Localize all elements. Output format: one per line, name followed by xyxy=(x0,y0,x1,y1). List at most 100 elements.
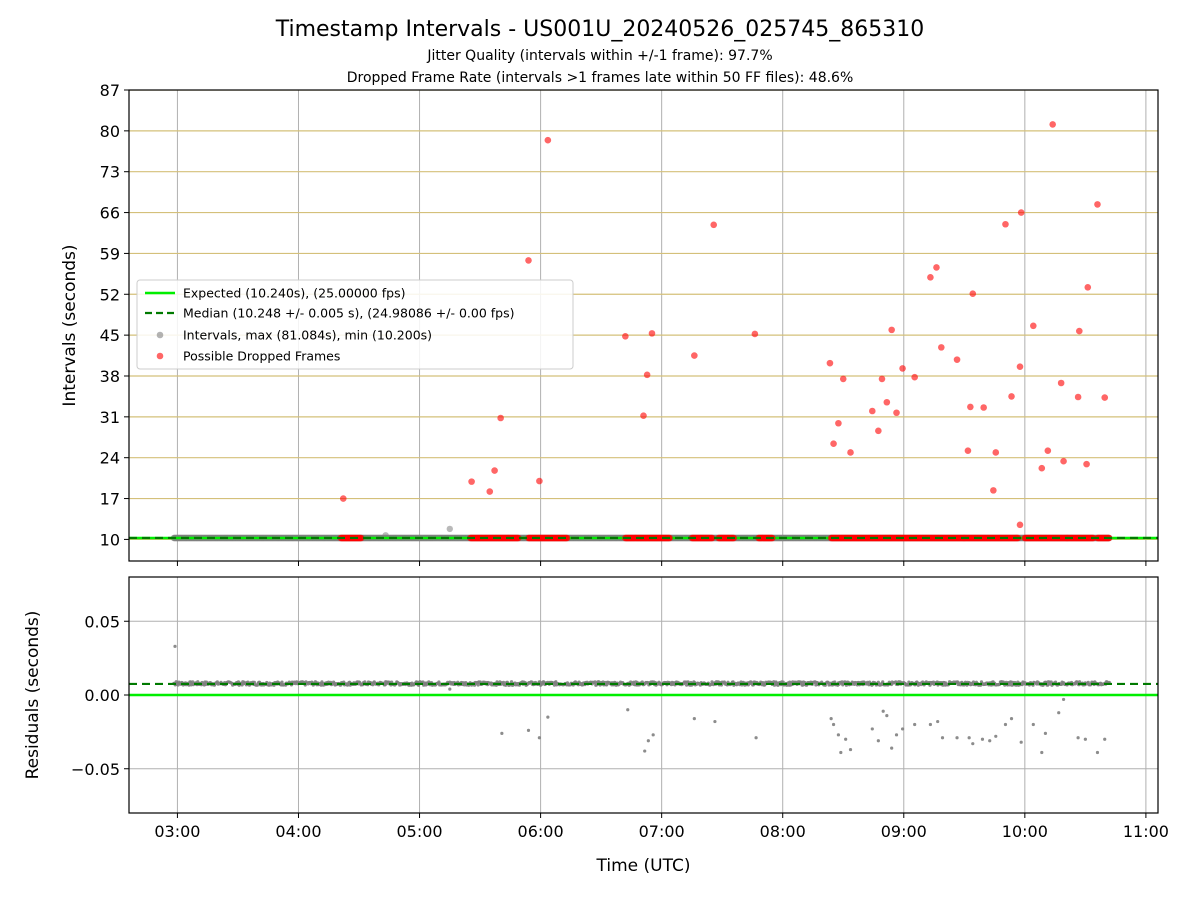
residual-point xyxy=(885,714,889,718)
residual-point xyxy=(686,680,690,684)
dropped-frame-point xyxy=(875,427,882,435)
y-tick-label: 66 xyxy=(100,204,120,223)
residuals-frame xyxy=(128,576,1159,814)
residual-point xyxy=(881,680,885,684)
dropped-frame-point xyxy=(497,414,504,422)
y-tick-label: 87 xyxy=(100,81,120,100)
dropped-frame-point xyxy=(835,419,842,427)
residual-point xyxy=(831,722,836,727)
dropped-frame-point xyxy=(515,534,522,542)
dropped-frame-point xyxy=(1083,460,1090,468)
residual-point xyxy=(174,680,178,684)
y-tick-label: 31 xyxy=(100,408,120,427)
residual-point xyxy=(643,749,647,753)
dropped-frame-point xyxy=(839,375,847,383)
dropped-frame-point xyxy=(911,373,918,381)
dropped-frame-point xyxy=(888,326,895,334)
dropped-frame-point xyxy=(1049,121,1056,128)
residual-point xyxy=(646,739,650,743)
residual-point xyxy=(900,727,905,731)
residual-point xyxy=(833,680,837,684)
dropped-frame-point xyxy=(1044,447,1052,454)
residuals-plot-area xyxy=(129,577,1158,813)
chart-subtitle-dropped: Dropped Frame Rate (intervals >1 frames … xyxy=(347,70,854,86)
dropped-frame-point xyxy=(899,365,906,372)
dropped-frame-point xyxy=(357,534,365,542)
dropped-frame-point xyxy=(710,221,718,229)
dropped-frame-point xyxy=(869,407,876,415)
residual-point xyxy=(881,709,885,713)
y-tick-label: 10 xyxy=(100,530,120,549)
dropped-frame-point xyxy=(967,403,974,411)
residual-point xyxy=(940,736,945,740)
x-tick-label: 11:00 xyxy=(1123,822,1169,841)
legend-entry: Intervals, max (81.084s), min (10.200s) xyxy=(183,328,432,343)
intervals-plot-area xyxy=(129,90,1158,561)
y-tick-label: −0.05 xyxy=(71,760,120,779)
x-tick-label: 08:00 xyxy=(760,822,806,841)
residual-point xyxy=(829,717,833,721)
dropped-frame-point xyxy=(491,467,498,474)
y-tick-label: 0.00 xyxy=(84,686,120,705)
dropped-frame-point xyxy=(691,352,698,359)
dropped-frame-point xyxy=(990,487,997,494)
residual-point xyxy=(971,742,975,746)
dropped-frame-point xyxy=(643,371,651,379)
x-tick-label: 09:00 xyxy=(881,822,927,841)
residual-point xyxy=(967,736,971,740)
residual-point xyxy=(537,736,541,740)
dropped-frame-point xyxy=(1084,283,1092,291)
y-tick-label: 80 xyxy=(100,122,120,141)
y-tick-label: 38 xyxy=(100,367,120,386)
residual-point xyxy=(1003,722,1008,727)
x-tick-label: 07:00 xyxy=(639,822,685,841)
intervals-panel: 10 17 24 31 38 45 52 59 66 73 80 87 Intervals (secon… xyxy=(60,81,1159,566)
dropped-frame-point xyxy=(927,274,934,281)
residual-point xyxy=(988,739,992,743)
residual-point xyxy=(605,683,609,687)
dropped-frame-point xyxy=(339,495,347,502)
dropped-frame-point xyxy=(883,398,891,406)
y-tick-label: 73 xyxy=(100,163,120,182)
x-axis-label: Time (UTC) xyxy=(596,856,691,876)
dropped-frame-point xyxy=(1017,209,1025,216)
dropped-frame-point xyxy=(708,534,716,542)
x-tick-label: 06:00 xyxy=(518,822,564,841)
y-tick-label: 24 xyxy=(100,449,120,468)
chart-title: Timestamp Intervals - US001U_20240526_02… xyxy=(275,17,925,42)
dropped-frame-point xyxy=(1016,521,1024,529)
residual-point xyxy=(1095,750,1100,755)
dropped-frame-point xyxy=(992,449,1000,456)
dropped-frame-point xyxy=(1002,220,1009,228)
dropped-frame-point xyxy=(953,356,961,363)
legend-entry: Possible Dropped Frames xyxy=(183,349,340,364)
dropped-frame-point xyxy=(1074,393,1082,401)
dropped-frame-point xyxy=(830,440,837,447)
dropped-frame-point xyxy=(1008,393,1015,400)
residuals-panel: 03:00 04:00 05:00 06:00 07:00 08:00 09:00 10:00… xyxy=(23,576,1169,876)
dropped-frame-point xyxy=(1030,322,1037,330)
residual-point xyxy=(713,719,717,724)
residual-point xyxy=(1031,722,1035,727)
dropped-frame-point xyxy=(640,412,647,419)
legend-box xyxy=(136,279,574,370)
dropped-frame-point xyxy=(563,534,571,542)
dropped-frame-point xyxy=(1094,201,1101,208)
x-tick-label: 05:00 xyxy=(396,822,442,841)
residual-point xyxy=(936,719,940,724)
residual-point xyxy=(1061,697,1066,702)
residual-point xyxy=(651,733,655,737)
dropped-frame-point xyxy=(525,257,532,264)
residual-point xyxy=(1019,740,1023,744)
residual-point xyxy=(876,739,880,743)
dropped-frame-point xyxy=(847,449,854,456)
legend: Expected (10.240s), (25.00000 fps) Median… xyxy=(136,279,574,370)
residual-point xyxy=(955,736,959,740)
residual-point xyxy=(913,722,917,727)
dropped-frame-point xyxy=(486,488,494,495)
dropped-frame-point xyxy=(1060,457,1067,465)
intervals-frame xyxy=(128,89,1159,562)
dropped-frame-point xyxy=(536,477,543,485)
residual-point xyxy=(1083,737,1087,741)
